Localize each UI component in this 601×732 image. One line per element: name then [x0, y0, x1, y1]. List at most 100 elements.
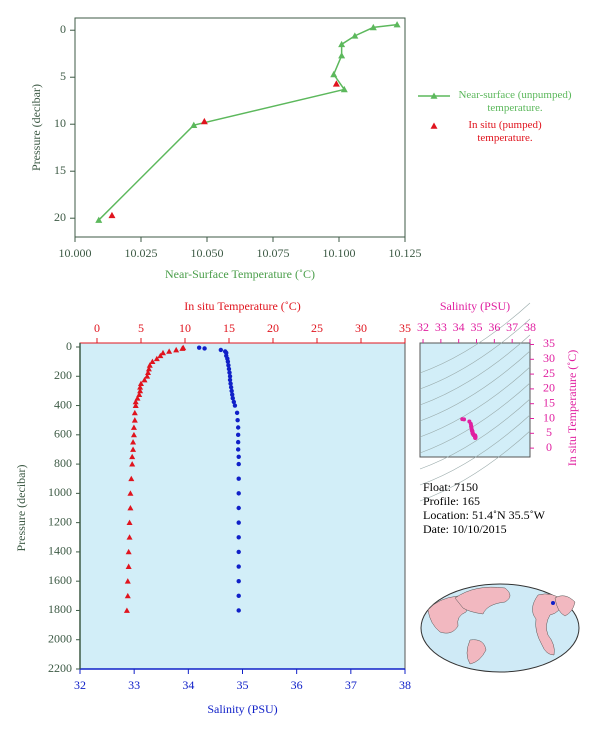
data-point: [351, 32, 359, 39]
temperature-point: [137, 387, 144, 394]
map-land: [454, 586, 511, 615]
data-point: [108, 211, 116, 219]
x-tick-label: 34: [182, 678, 194, 692]
salinity-point: [236, 461, 241, 467]
legend-marker: [430, 92, 438, 99]
density-contour: [419, 382, 531, 454]
x-tick-label: 33: [435, 320, 447, 334]
x-axis-label: Salinity (PSU): [440, 299, 510, 313]
temperature-point: [136, 391, 143, 397]
salinity-point: [228, 381, 233, 386]
y-tick-label: 1200: [48, 514, 72, 528]
x-tick-label: 37: [506, 320, 518, 334]
temperature-point: [131, 417, 138, 423]
y-axis-label: Pressure (decibar): [14, 465, 28, 552]
density-contour: [419, 334, 531, 406]
salinity-point: [229, 388, 234, 394]
density-contour: [419, 366, 531, 438]
legend-entry: Near-surface (unpumped) temperature.: [458, 89, 572, 114]
y-tick-label: 10: [543, 410, 555, 424]
salinity-point: [235, 425, 241, 430]
y-axis-label: Pressure (decibar): [29, 84, 43, 171]
y-tick-label: 5: [60, 69, 66, 83]
temperature-point: [134, 395, 141, 401]
temperature-point: [130, 446, 137, 452]
y-tick-label: 0: [60, 22, 66, 36]
salinity-point: [235, 432, 241, 438]
legend-entry: In situ (pumped) temperature.: [468, 119, 542, 144]
temperature-point: [159, 349, 166, 356]
temperature-point: [123, 607, 130, 613]
density-contour: [419, 318, 531, 390]
salinity-point: [236, 578, 241, 584]
x2-tick-label: 35: [399, 321, 411, 335]
salinity-point: [196, 345, 202, 350]
x-axis-label: Salinity (PSU): [207, 702, 277, 716]
temperature-point: [129, 453, 136, 460]
x-axis-label: Near-Surface Temperature (˚C): [165, 267, 315, 281]
salinity-point: [235, 417, 240, 423]
plot-background: [79, 342, 406, 670]
map-land: [554, 595, 576, 617]
salinity-point: [226, 363, 231, 368]
y-tick-label: 35: [543, 336, 555, 350]
float-info: Date: 10/10/2015: [423, 522, 507, 536]
density-contour: [419, 398, 531, 470]
x-tick-label: 36: [488, 320, 500, 334]
temperature-point: [149, 358, 156, 365]
y-tick-label: 5: [546, 425, 552, 439]
temperature-point: [166, 348, 173, 354]
data-point: [369, 23, 377, 31]
temperature-point: [137, 380, 144, 386]
temperature-point: [125, 548, 132, 555]
data-point: [332, 80, 340, 87]
map-land: [427, 595, 468, 634]
salinity-point: [235, 447, 241, 452]
temperature-point: [130, 431, 137, 438]
y-tick-label: 15: [543, 395, 555, 409]
density-contour: [419, 350, 531, 422]
y-tick-label: 0: [66, 339, 72, 353]
data-point: [190, 121, 198, 128]
temperature-point: [125, 563, 132, 569]
density-contour: [419, 430, 531, 502]
temperature-point: [179, 345, 186, 351]
float-info: Float: 7150: [423, 480, 478, 494]
temperature-point: [153, 355, 160, 362]
salinity-point: [228, 385, 234, 390]
x2-tick-label: 0: [94, 321, 100, 335]
x-tick-label: 32: [74, 678, 86, 692]
data-point: [338, 40, 346, 48]
y-tick-label: 800: [54, 456, 72, 470]
x-tick-label: 10.125: [389, 246, 422, 260]
legend-marker: [430, 122, 438, 129]
data-point: [95, 216, 103, 223]
temperature-point: [124, 578, 131, 584]
temperature-point: [137, 384, 144, 390]
temperature-point: [144, 373, 151, 379]
temperature-point: [132, 398, 139, 405]
temperature-point: [157, 352, 164, 359]
x-tick-label: 10.075: [257, 246, 290, 260]
x2-tick-label: 10: [179, 321, 191, 335]
salinity-point: [236, 549, 241, 555]
temperature-point: [141, 376, 148, 383]
x-tick-label: 10.025: [125, 246, 158, 260]
y-tick-label: 600: [54, 427, 72, 441]
salinity-point: [202, 346, 207, 351]
y-tick-label: 30: [543, 351, 555, 365]
density-contour: [419, 302, 531, 374]
x-tick-label: 10.000: [59, 246, 92, 260]
temperature-point: [130, 439, 137, 445]
y-tick-label: 0: [546, 440, 552, 454]
density-contour: [419, 414, 531, 486]
data-point: [340, 85, 348, 93]
salinity-point: [227, 377, 233, 383]
x2-axis-label: In situ Temperature (˚C): [184, 299, 301, 313]
salinity-point: [236, 454, 241, 459]
y-tick-label: 20: [543, 381, 555, 395]
ts-point: [473, 436, 478, 441]
salinity-point: [236, 564, 241, 569]
salinity-point: [234, 410, 240, 416]
